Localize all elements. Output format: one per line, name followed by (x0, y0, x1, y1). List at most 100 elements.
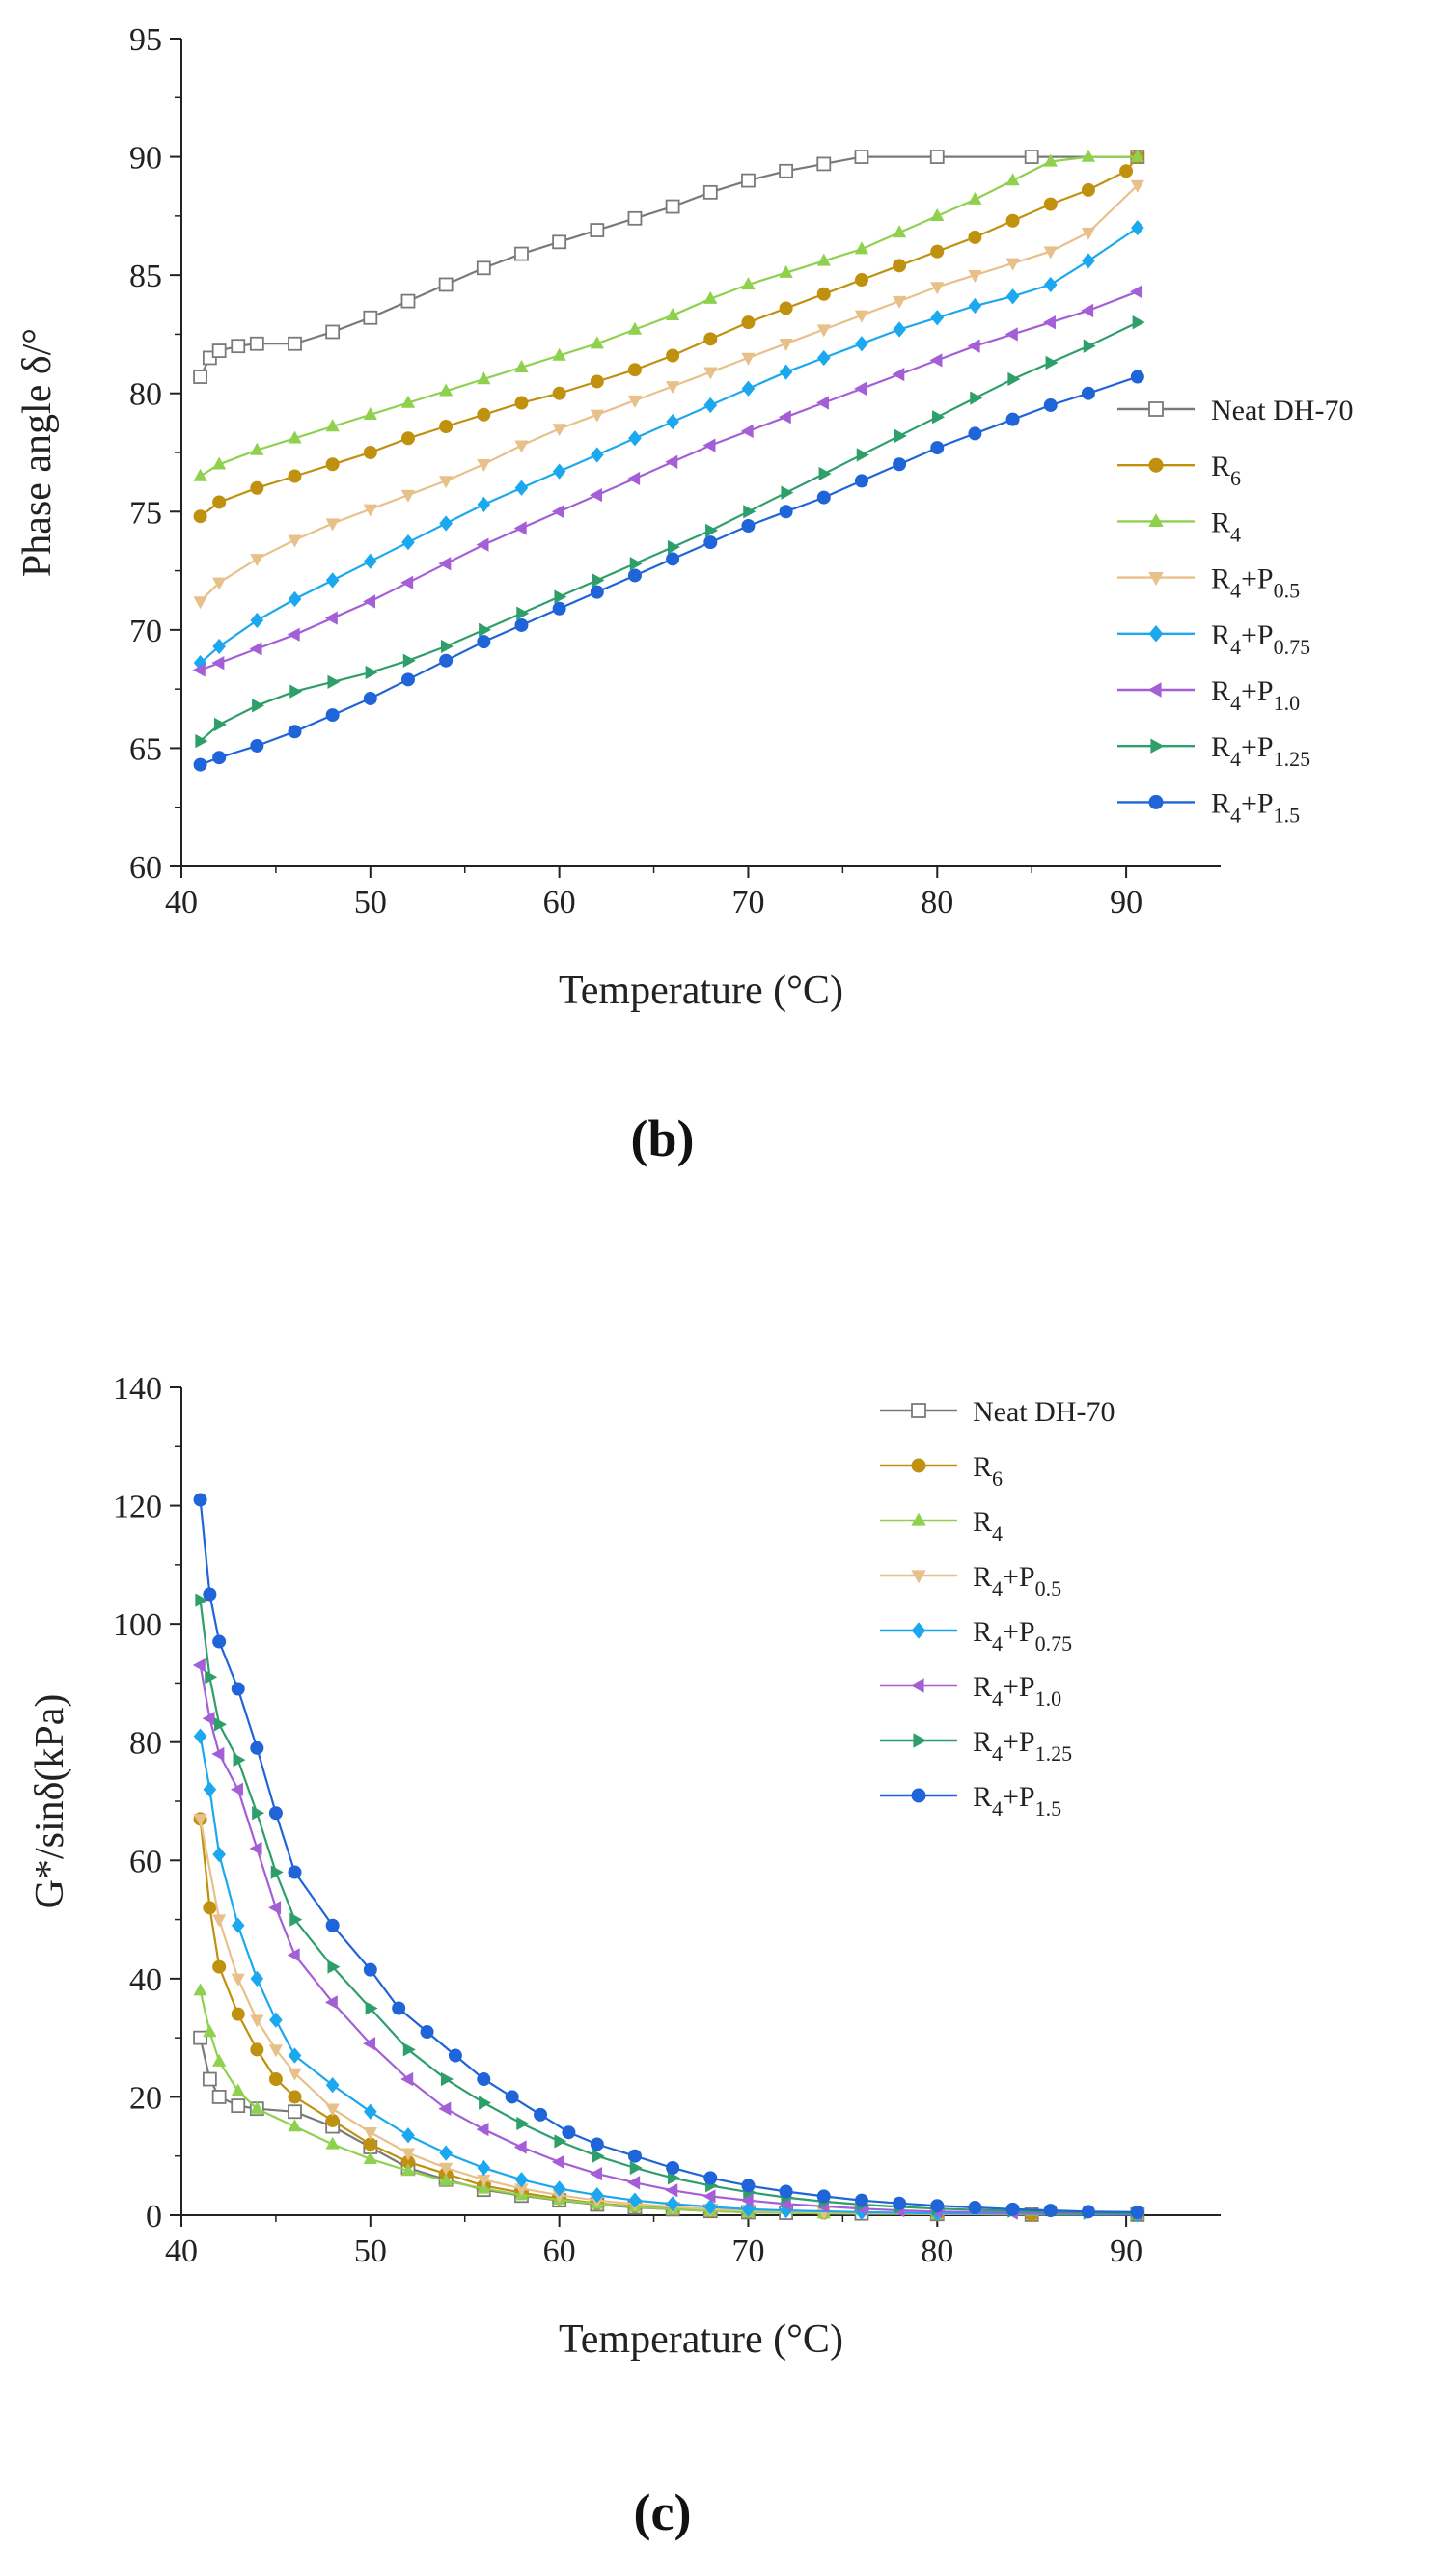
data-point (476, 537, 489, 552)
data-point (665, 454, 678, 469)
series-line (199, 184, 1139, 603)
series-R4-P1-25 (195, 315, 1145, 749)
data-point (816, 156, 832, 172)
data-point (779, 364, 793, 380)
legend-text-main: Neat DH-70 (1211, 395, 1353, 426)
data-point (203, 2024, 217, 2038)
data-point (703, 2199, 718, 2215)
series-line (199, 1499, 1138, 2213)
data-point (440, 2071, 454, 2087)
legend-text-sub: 4 (992, 1796, 1003, 1821)
data-point (439, 515, 453, 532)
data-point (554, 589, 567, 604)
series-R4-P1-0 (192, 285, 1143, 677)
data-point (893, 321, 906, 338)
data-point (193, 1814, 207, 1827)
data-point (1081, 2205, 1095, 2219)
y-tick-label: 95 (129, 22, 162, 58)
data-point (193, 655, 207, 671)
legend-item: R6 (880, 1451, 1003, 1491)
legend-label: R4+P1.25 (973, 1726, 1072, 1766)
data-point (1130, 179, 1144, 193)
data-point (1005, 412, 1020, 426)
data-point (211, 1746, 225, 1762)
data-point (1043, 153, 1058, 167)
legend-text-main: R (1211, 507, 1230, 538)
data-point (741, 277, 756, 290)
data-point (703, 290, 718, 304)
data-point (212, 1634, 227, 1649)
data-point (363, 2103, 377, 2120)
data-point (514, 396, 529, 410)
data-point (1005, 2202, 1020, 2216)
series-line (200, 375, 1139, 766)
data-point (705, 523, 719, 538)
data-point (554, 2134, 567, 2149)
data-point (325, 1918, 340, 1932)
data-point (324, 611, 338, 625)
legend-text-extra: +P (1003, 1671, 1035, 1703)
legend-marker (1148, 794, 1164, 809)
data-point (816, 490, 831, 505)
y-tick-label: 70 (129, 614, 162, 649)
legend-item: R6 (1117, 451, 1241, 490)
data-point (592, 2149, 605, 2163)
legend-text-main: R (973, 1616, 992, 1648)
legend-item: R4+P0.75 (880, 1616, 1072, 1656)
legend-text-main: R (973, 1506, 992, 1538)
y-tick-label: 80 (129, 377, 162, 413)
data-point (1007, 371, 1021, 387)
data-point (363, 594, 376, 609)
data-point (477, 635, 491, 649)
data-point (400, 2163, 416, 2177)
data-point (627, 210, 643, 226)
legend-item: R4 (1117, 507, 1241, 546)
data-point (477, 2072, 491, 2087)
data-point (250, 554, 264, 567)
data-point (289, 684, 303, 699)
data-point (930, 282, 945, 295)
data-point (252, 699, 265, 713)
data-point (1081, 149, 1096, 162)
data-point (195, 733, 208, 749)
data-point (400, 575, 414, 589)
legend-text-main: R (973, 1726, 992, 1758)
data-point (892, 367, 905, 382)
y-axis-label: Phase angle δ/° (15, 328, 60, 577)
data-point (438, 2162, 454, 2176)
legend-label: R4+P1.0 (973, 1671, 1061, 1711)
data-point (854, 150, 869, 164)
data-point (854, 310, 869, 323)
data-point (1045, 355, 1059, 370)
legend-text-sub2: 0.75 (1274, 635, 1311, 659)
x-tick-label: 70 (731, 885, 764, 920)
data-point (628, 430, 642, 447)
data-point (288, 430, 302, 444)
data-point (551, 505, 564, 519)
legend-label: R4+P0.75 (973, 1616, 1072, 1656)
legend-label: R4 (973, 1506, 1003, 1546)
data-point (816, 324, 831, 338)
data-point (231, 339, 246, 354)
data-point (250, 442, 264, 455)
data-point (1005, 173, 1020, 186)
legend-item: R4+P1.5 (880, 1781, 1061, 1821)
data-point (400, 672, 415, 687)
data-point (213, 1717, 227, 1732)
data-point (741, 173, 756, 188)
y-tick-label: 65 (129, 731, 162, 767)
legend-marker (911, 1403, 926, 1418)
data-point (212, 751, 227, 765)
data-point (854, 273, 868, 288)
data-point (628, 2192, 642, 2208)
data-point (590, 2137, 604, 2151)
data-point (703, 367, 718, 380)
data-point (513, 521, 527, 535)
data-point (439, 420, 454, 434)
data-point (211, 656, 225, 671)
data-point (667, 539, 680, 555)
x-axis-label: Temperature (°C) (559, 2317, 843, 2362)
series-Neat-DH-70 (193, 2030, 1145, 2222)
data-point (665, 308, 680, 321)
data-point (1005, 258, 1020, 271)
